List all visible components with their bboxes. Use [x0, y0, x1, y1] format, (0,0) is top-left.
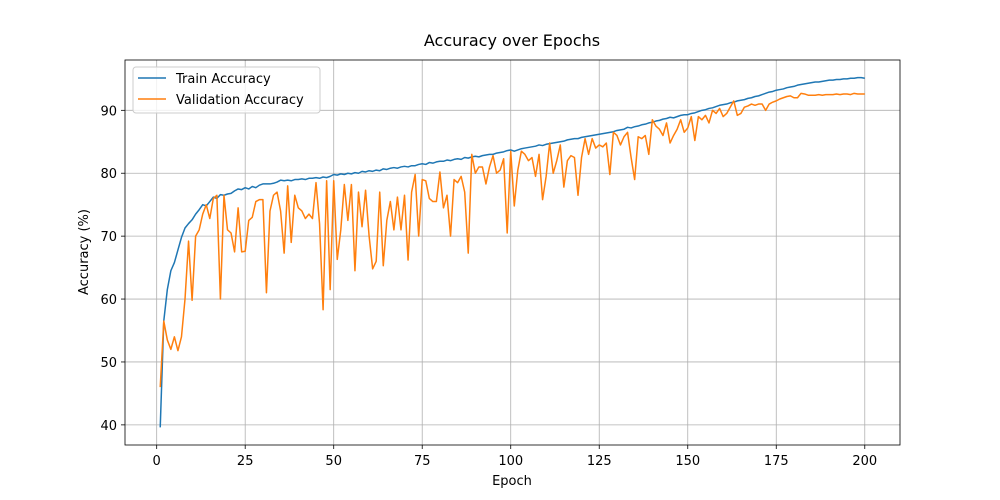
line-series [159, 76, 865, 428]
x-tick-label: 175 [764, 454, 789, 469]
y-tick-label: 40 [100, 419, 117, 434]
x-tick-label: 75 [414, 454, 431, 469]
y-tick-label: 70 [100, 230, 117, 245]
axes-frame [124, 59, 901, 446]
x-tick-label: 50 [325, 454, 342, 469]
y-tick-label: 60 [100, 293, 117, 308]
x-tick-label: 25 [237, 454, 254, 469]
legend-box [132, 66, 321, 114]
y-tick-label: 50 [100, 356, 117, 371]
legend: Train Accuracy Validation Accuracy [132, 66, 321, 114]
y-axis-label: Accuracy (%) [77, 209, 92, 295]
y-tick-label: 80 [100, 167, 117, 182]
x-tick-label: 200 [852, 454, 877, 469]
y-tick-label: 90 [100, 104, 117, 119]
legend-label: Validation Accuracy [176, 93, 304, 108]
x-tick-label: 0 [153, 454, 161, 469]
x-tick-label: 100 [498, 454, 523, 469]
x-tick-label: 150 [675, 454, 700, 469]
line-series [159, 92, 865, 388]
legend-label: Train Accuracy [175, 72, 271, 87]
chart-title: Accuracy over Epochs [424, 31, 600, 50]
x-tick-label: 125 [587, 454, 612, 469]
x-axis-label: Epoch [492, 474, 532, 489]
